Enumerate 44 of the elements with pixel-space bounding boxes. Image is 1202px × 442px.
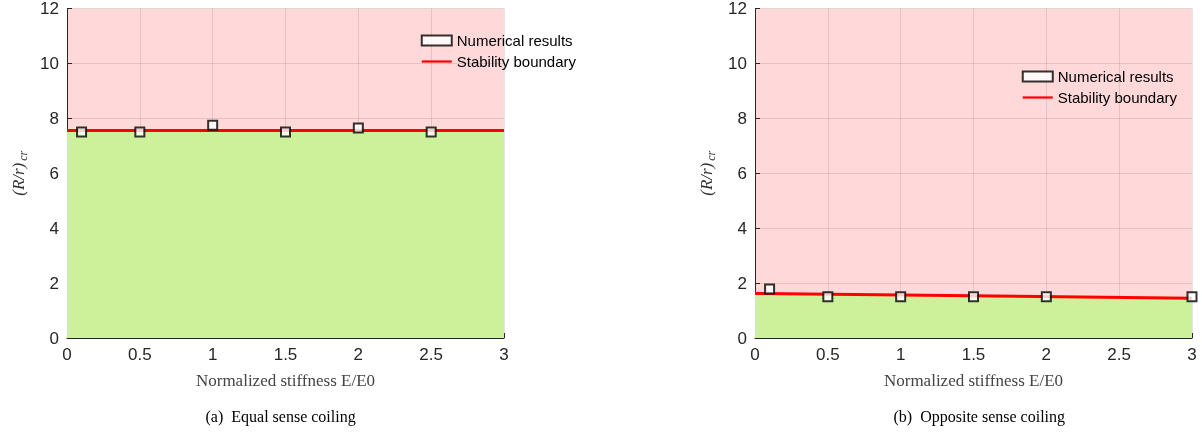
x-tick-label: 1 [207,345,218,364]
point [425,126,437,138]
x-tick-label: 1.5 [961,345,986,364]
y-tick-label: 0 [737,328,747,348]
x-tick-label: 2.5 [419,345,443,364]
legend-label: Numerical results [1057,68,1174,85]
y-tick-label: 4 [737,218,747,238]
y-tick-label: 2 [737,273,747,293]
y-tick-label: 6 [49,163,59,183]
x-tick-label: 0.5 [128,345,152,364]
legend-label: Stability boundary [456,53,577,70]
legend-label: Numerical results [456,32,573,49]
y-tick-label: 12 [728,0,747,18]
y-tick-label: 6 [737,163,747,183]
y-tick-label: 8 [737,108,747,128]
x-tick-label: 2 [1041,345,1052,364]
x-tick-label: 2 [353,345,364,364]
x-tick-label: 3 [499,345,509,364]
y-tick-label: 8 [49,108,59,128]
point [280,126,291,138]
x-tick-label: 0 [750,345,760,364]
text: (a) Equal sense coiling [205,407,356,426]
y-tick-label: 0 [49,328,59,348]
x-tick-label: 0 [62,345,72,364]
point [207,119,219,131]
point [134,126,146,138]
y-tick-label: 10 [40,53,59,73]
x-axis-title: Normalized stiffness E/E0 [195,371,376,390]
y-tick-label: 2 [49,273,59,293]
point [352,122,364,134]
x-tick-label: 3 [1187,345,1197,364]
x-tick-label: 0.5 [816,345,840,364]
x-tick-label: 2.5 [1107,345,1131,364]
y-axis-title: (R/r)cr [696,150,719,196]
x-tick-label: 1.5 [273,345,298,364]
y-axis-title: (R/r)cr [8,150,31,196]
legend-label: Stability boundary [1057,89,1178,106]
x-axis-title: Normalized stiffness E/E0 [883,371,1064,390]
text: (b) Opposite sense coiling [893,407,1066,426]
y-tick-label: 4 [49,218,59,238]
y-tick-label: 12 [40,0,59,18]
y-tick-label: 10 [728,53,747,73]
point [76,126,88,138]
x-tick-label: 1 [895,345,906,364]
